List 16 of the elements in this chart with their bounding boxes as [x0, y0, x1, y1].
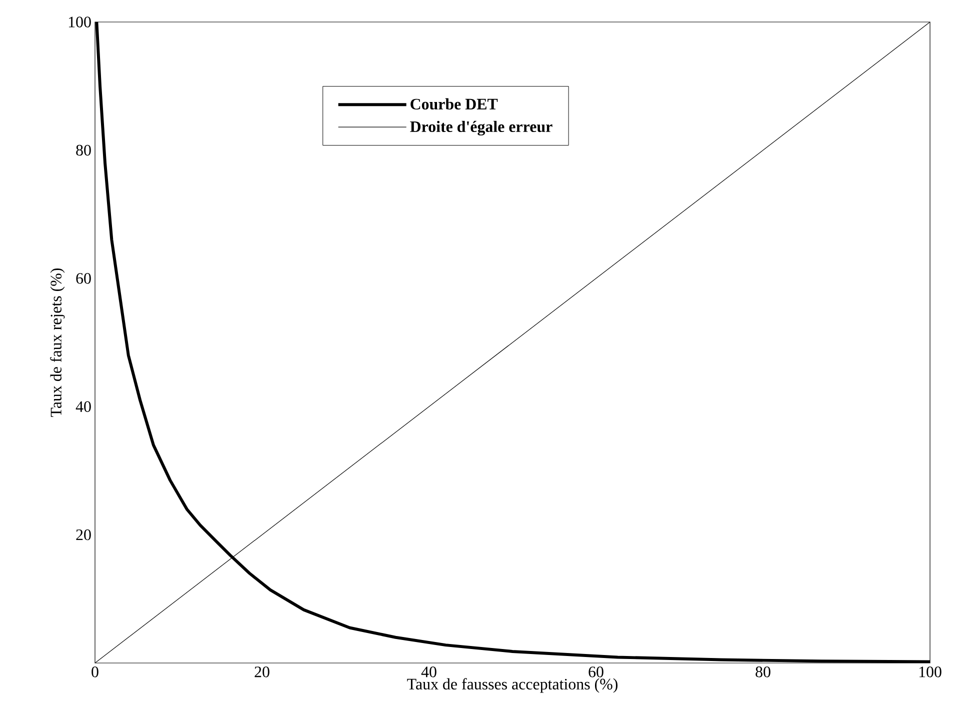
y-tick-label: 100: [68, 16, 91, 28]
y-tick-label: 40: [76, 401, 91, 412]
legend-label: Courbe DET: [410, 98, 498, 110]
x-tick-label: 0: [92, 666, 98, 678]
y-tick-label: 60: [76, 273, 91, 284]
y-axis-title: Taux de faux rejets (%): [50, 268, 65, 417]
x-tick-label: 40: [421, 666, 436, 678]
line-series: [95, 22, 930, 663]
y-tick-label: 20: [76, 529, 91, 540]
x-tick-label: 20: [254, 666, 270, 678]
legend-label: Droite d'égale erreur: [410, 120, 552, 136]
x-axis-title: Taux de fausses acceptations (%): [407, 678, 618, 693]
y-tick-label: 80: [76, 144, 91, 156]
x-tick-label: 100: [919, 666, 942, 678]
x-tick-label: 60: [588, 666, 604, 678]
x-tick-label: 80: [756, 666, 770, 678]
